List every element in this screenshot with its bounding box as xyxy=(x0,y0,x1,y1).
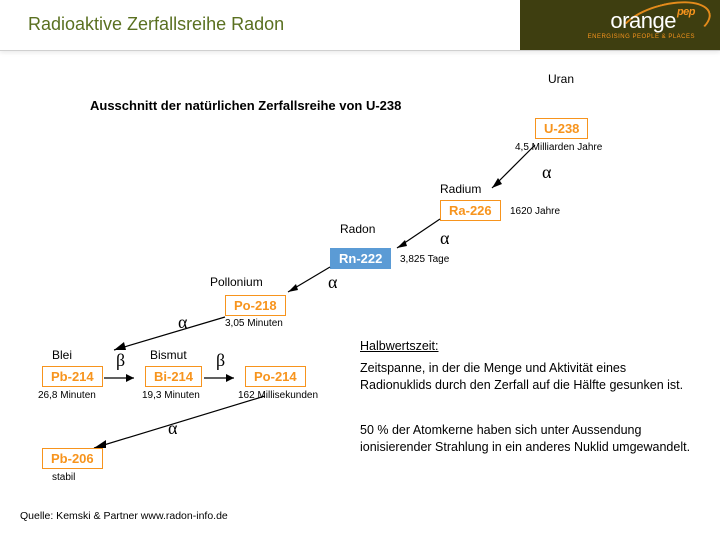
arrow-ra226-rn222 xyxy=(385,214,445,258)
nuclide-bi214: Bi-214 xyxy=(145,366,202,387)
label-radium: Radium xyxy=(440,182,481,196)
nuclide-rn222: Rn-222 xyxy=(330,248,391,269)
logo-badge: pep xyxy=(677,6,695,18)
nuclide-po214: Po-214 xyxy=(245,366,306,387)
halflife-ra226: 1620 Jahre xyxy=(510,206,560,217)
nuclide-pb214: Pb-214 xyxy=(42,366,103,387)
label-blei: Blei xyxy=(52,348,72,362)
decay-alpha-4: α xyxy=(178,312,187,333)
nuclide-po218: Po-218 xyxy=(225,295,286,316)
logo-block: orangepep ENERGISING PEOPLE & PLACES xyxy=(520,0,720,50)
arrow-pb214-bi214 xyxy=(102,370,142,386)
label-pollonium: Pollonium xyxy=(210,275,263,289)
decay-alpha-1: α xyxy=(542,162,551,183)
decay-beta-1: β xyxy=(116,350,125,371)
logo-text: orangepep xyxy=(610,8,695,34)
logo-word: orange xyxy=(610,8,676,33)
arrow-rn222-po218 xyxy=(278,262,334,302)
arrow-bi214-po214 xyxy=(202,370,242,386)
header-bar: Radioaktive Zerfallsreihe Radon orangepe… xyxy=(0,0,720,51)
nuclide-ra226: Ra-226 xyxy=(440,200,501,221)
halflife-po218: 3,05 Minuten xyxy=(225,318,283,329)
decay-alpha-2: α xyxy=(440,228,449,249)
label-uran: Uran xyxy=(548,72,574,86)
source-citation: Quelle: Kemski & Partner www.radon-info.… xyxy=(20,510,228,522)
decay-alpha-3: α xyxy=(328,272,337,293)
nuclide-u238: U-238 xyxy=(535,118,588,139)
halflife-pb206: stabil xyxy=(52,472,75,483)
chain-title: Ausschnitt der natürlichen Zerfallsreihe… xyxy=(90,98,401,113)
definition-heading: Halbwertszeit: xyxy=(360,339,439,353)
nuclide-pb206: Pb-206 xyxy=(42,448,103,469)
logo-subtitle: ENERGISING PEOPLE & PLACES xyxy=(588,34,695,40)
definition-p2: 50 % der Atomkerne haben sich unter Auss… xyxy=(360,422,700,456)
label-bismut: Bismut xyxy=(150,348,187,362)
definition-p1: Zeitspanne, in der die Menge und Aktivit… xyxy=(360,360,700,394)
definition-heading-block: Halbwertszeit: xyxy=(360,338,700,355)
arrow-u238-ra226 xyxy=(480,140,540,200)
page-title: Radioaktive Zerfallsreihe Radon xyxy=(28,14,284,35)
halflife-rn222: 3,825 Tage xyxy=(400,254,449,265)
label-radon: Radon xyxy=(340,222,375,236)
decay-alpha-5: α xyxy=(168,418,177,439)
decay-beta-2: β xyxy=(216,350,225,371)
